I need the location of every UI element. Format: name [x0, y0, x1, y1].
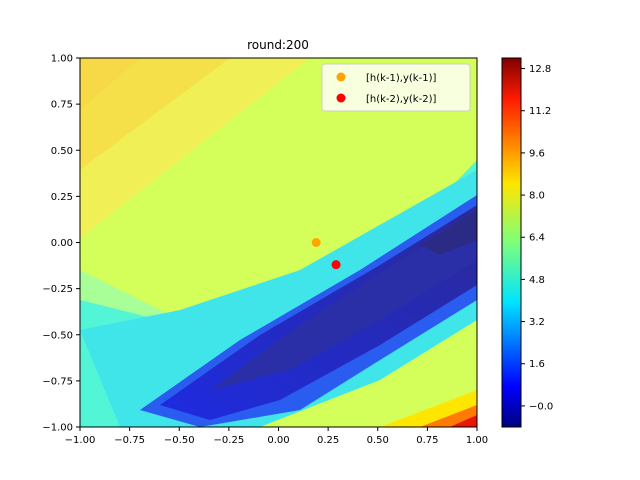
colorbar-gradient	[501, 57, 522, 428]
legend-marker-series-2	[336, 93, 346, 103]
y-tick-label: −0.75	[42, 376, 73, 387]
x-tick-label: 0.25	[317, 435, 339, 446]
x-tick-label: 1.00	[466, 435, 488, 446]
x-tick-label: 0.75	[416, 435, 438, 446]
x-tick-label: 0.50	[367, 435, 389, 446]
x-tick-label: −0.50	[164, 435, 195, 446]
scatter-point-series-2	[331, 260, 341, 270]
legend-marker-series-1	[336, 72, 346, 82]
contour-field	[80, 58, 477, 427]
colorbar-tick-label: 3.2	[529, 317, 545, 328]
colorbar-tick-label: 8.0	[529, 191, 545, 202]
chart-title: round:200	[247, 38, 309, 52]
legend: [h(k-1),y(k-1)] [h(k-2),y(k-2)]	[321, 63, 471, 112]
y-tick-label: 0.75	[51, 100, 73, 111]
colorbar-tick-label: −0.0	[529, 401, 553, 412]
x-tick-label: −0.75	[114, 435, 145, 446]
y-tick-label: −0.25	[42, 284, 73, 295]
colorbar-tick-label: 9.6	[529, 148, 545, 159]
y-tick-label: 0.00	[51, 238, 73, 249]
legend-label-series-2: [h(k-2),y(k-2)]	[366, 94, 436, 105]
colorbar: −0.0 1.6 3.2 4.8 6.4 8.0 9.6 11.2 12.8	[501, 57, 553, 428]
y-tick-label: −1.00	[42, 423, 73, 434]
colorbar-tick-label: 12.8	[529, 64, 551, 75]
scatter-point-series-1	[311, 238, 321, 247]
y-tick-label: 0.50	[51, 146, 73, 157]
x-tick-label: −0.25	[214, 435, 245, 446]
colorbar-tick-label: 1.6	[529, 359, 545, 370]
colorbar-tick-label: 6.4	[529, 233, 545, 244]
scatter-points	[311, 238, 341, 270]
colorbar-tick-label: 4.8	[529, 275, 545, 286]
x-axis: −1.00 −0.75 −0.50 −0.25 0.00 0.25 0.50 0.75 1.00	[65, 427, 488, 446]
x-tick-label: −1.00	[65, 435, 96, 446]
y-tick-label: 1.00	[51, 54, 73, 65]
y-tick-label: −0.50	[42, 330, 73, 341]
y-axis: −1.00 −0.75 −0.50 −0.25 0.00 0.25 0.50 0.75 1.00	[42, 54, 80, 434]
legend-label-series-1: [h(k-1),y(k-1)]	[366, 73, 436, 84]
colorbar-tick-label: 11.2	[529, 106, 551, 117]
x-tick-label: 0.00	[267, 435, 289, 446]
y-tick-label: 0.25	[51, 192, 73, 203]
